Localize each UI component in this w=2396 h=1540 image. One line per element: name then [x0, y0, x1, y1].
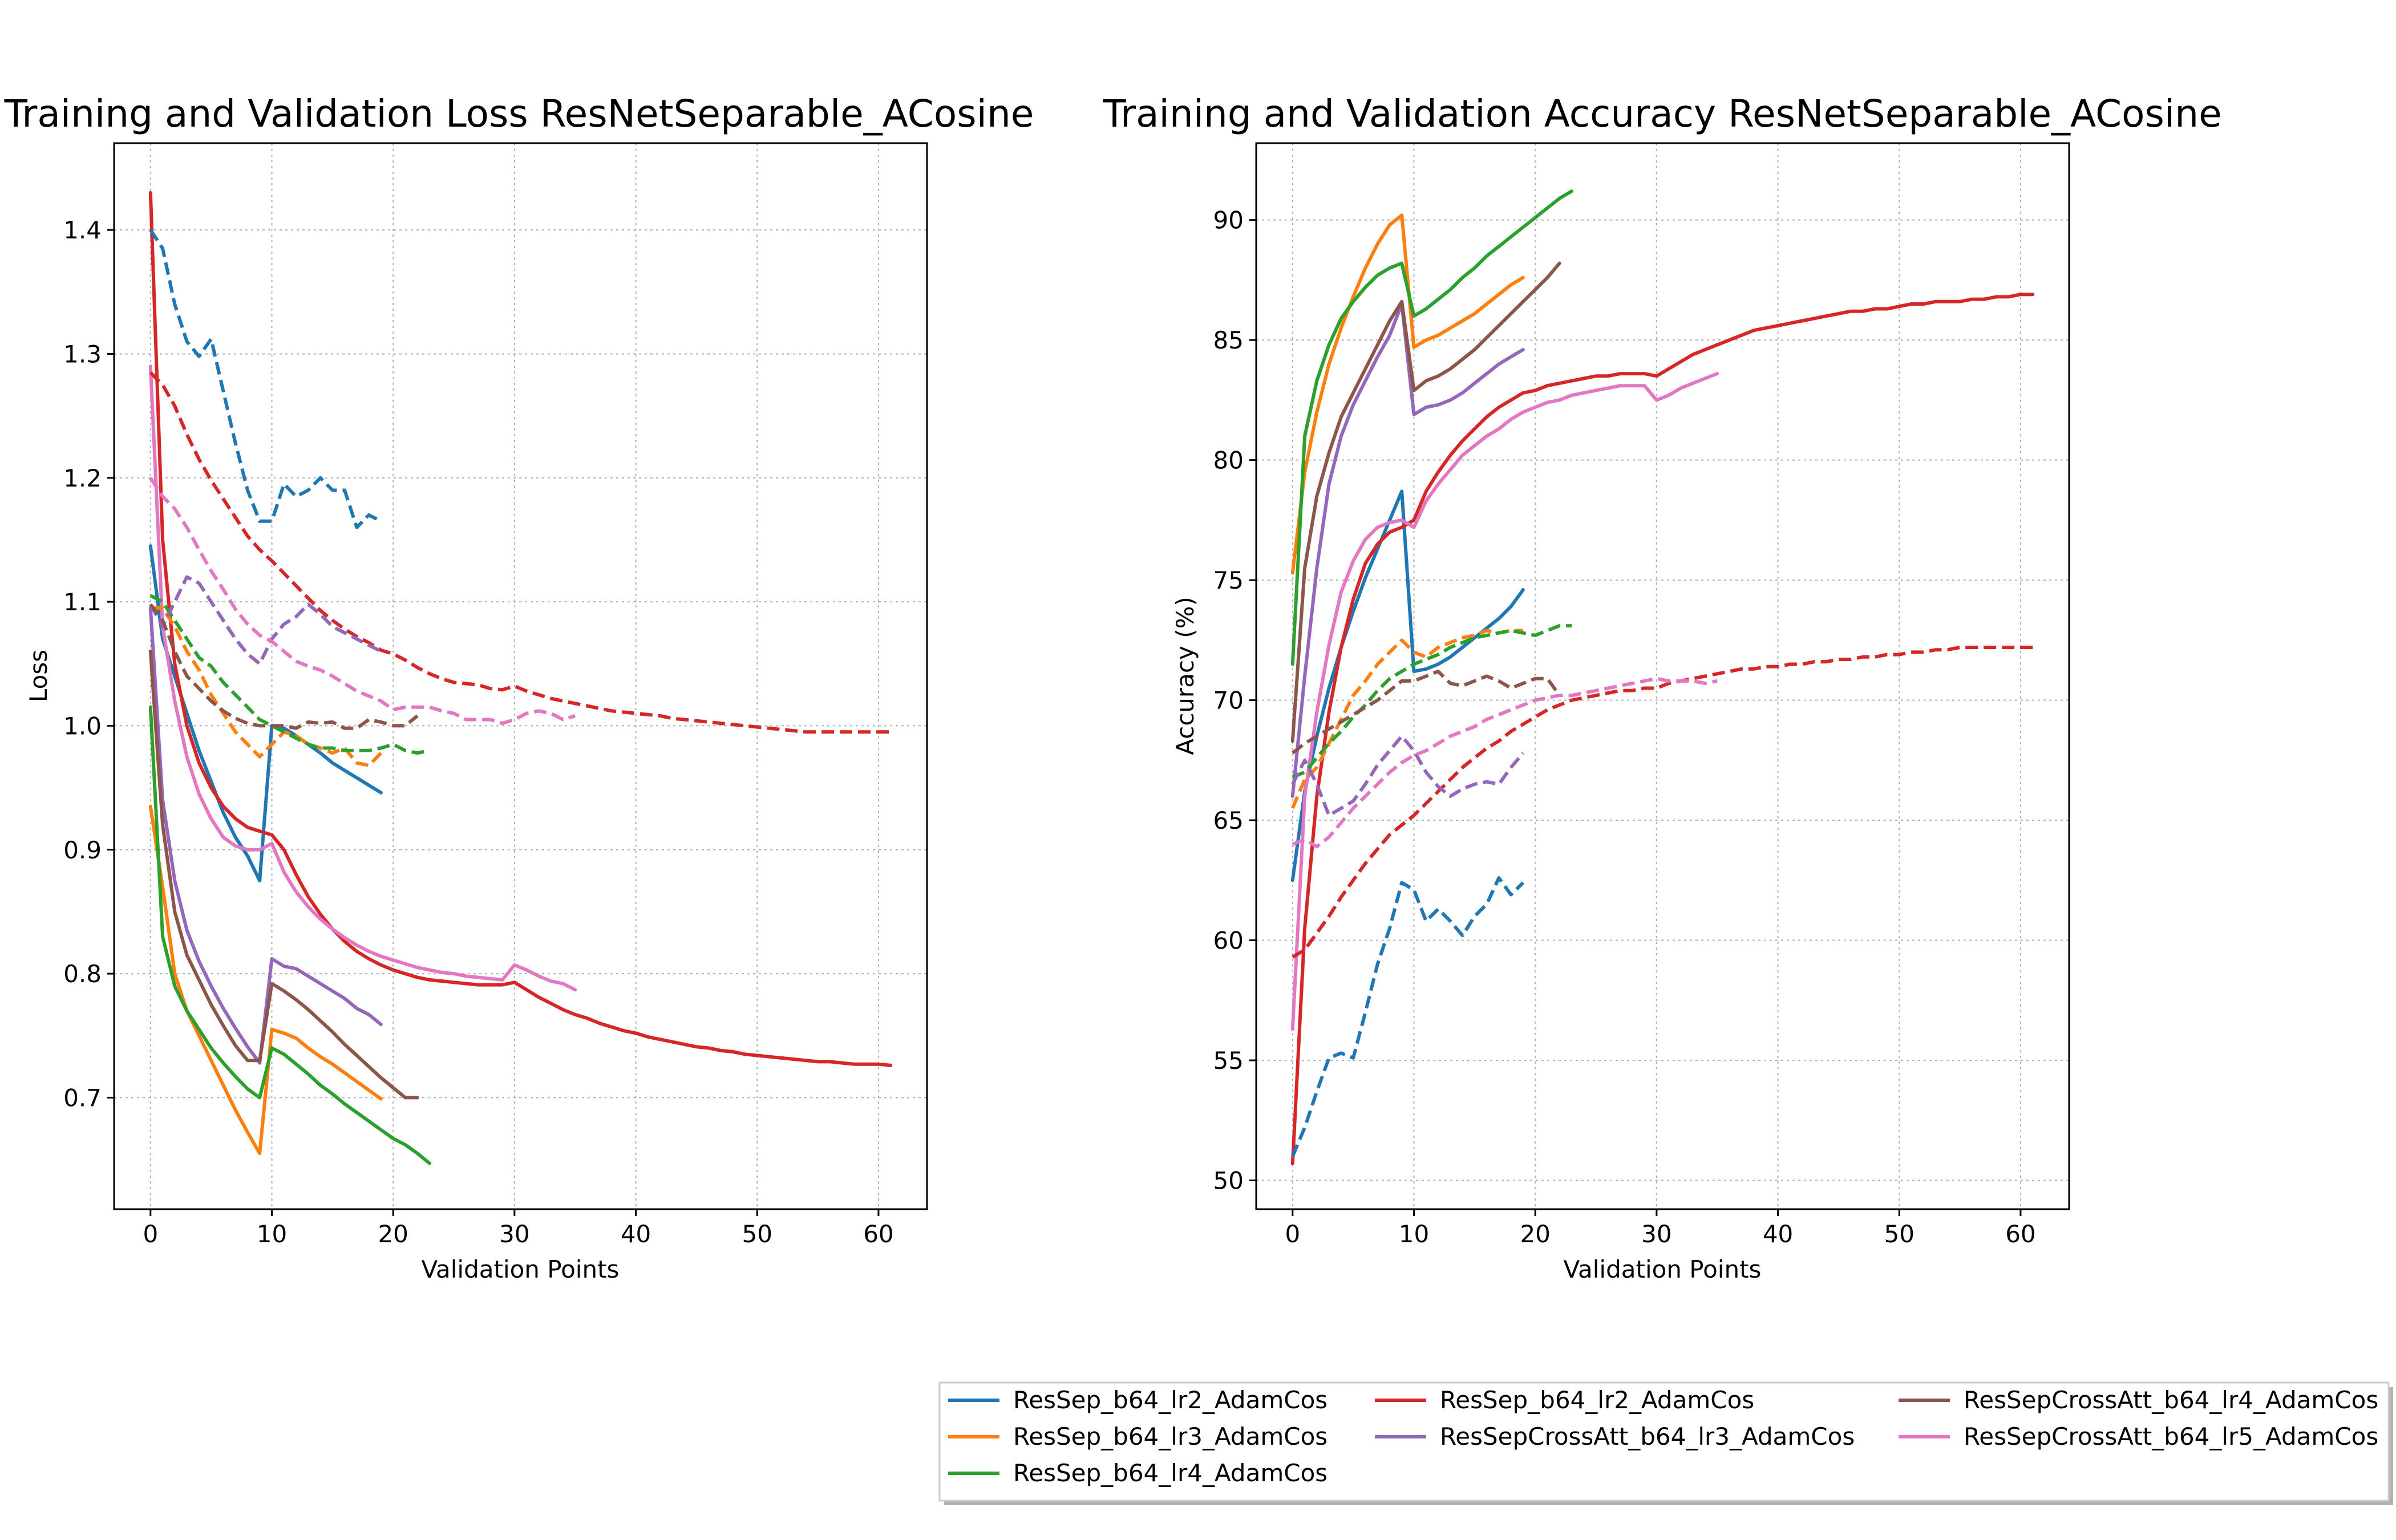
- accuracy-y-tick-label: 50: [1213, 1166, 1244, 1194]
- accuracy-series-validation-line: [1291, 876, 1525, 1157]
- loss-y-axis-label: Loss: [25, 650, 52, 702]
- loss-series-training-line: [148, 606, 383, 1065]
- accuracy-gridlines: [1256, 143, 2069, 1209]
- accuracy-y-tick-label: 75: [1213, 566, 1244, 594]
- accuracy-y-tick-label: 80: [1213, 447, 1244, 475]
- loss-series-training-line: [148, 544, 383, 883]
- loss-series-validation-line: [149, 603, 419, 730]
- loss-series-validation-line: [150, 606, 383, 767]
- loss-chart-title: Training and Validation Loss ResNetSepar…: [4, 92, 1034, 136]
- loss-x-tick-label: 40: [621, 1220, 651, 1248]
- loss-series-validation-line: [149, 594, 430, 755]
- accuracy-ticks: 0 10 20 30 40 50 60 50 55 60 65 70 75 80 85 90: [1213, 206, 2036, 1248]
- accuracy-series-validation-line: [1292, 676, 1718, 849]
- accuracy-x-tick-label: 60: [2005, 1220, 2035, 1248]
- accuracy-x-axis-label: Validation Points: [1564, 1255, 1762, 1283]
- loss-plot-frame: [113, 142, 928, 1210]
- legend: ResSep_b64_lr2_AdamCos ResSep_b64_lr3_Ad…: [938, 1381, 2393, 1505]
- legend-entry: ResSepCrossAtt_b64_lr3_AdamCos: [1375, 1423, 1855, 1450]
- loss-x-tick-label: 10: [257, 1220, 287, 1248]
- loss-series-training-line: [148, 650, 419, 1100]
- accuracy-y-tick-label: 85: [1213, 326, 1244, 354]
- loss-x-tick-label: 50: [742, 1220, 772, 1248]
- legend-label: ResSep_b64_lr2_AdamCos: [1440, 1386, 1754, 1414]
- loss-x-tick-label: 30: [499, 1220, 529, 1248]
- accuracy-series: [1290, 189, 2035, 1165]
- accuracy-series-validation-line: [1292, 646, 2033, 959]
- loss-series: [148, 191, 893, 1165]
- accuracy-y-axis-label: Accuracy (%): [1171, 597, 1199, 755]
- loss-series-validation-line: [149, 371, 891, 734]
- accuracy-x-tick-label: 30: [1641, 1220, 1671, 1248]
- accuracy-x-tick-label: 10: [1399, 1220, 1429, 1248]
- loss-y-tick-label: 1.0: [63, 712, 102, 740]
- legend-entry: ResSep_b64_lr3_AdamCos: [948, 1423, 1327, 1450]
- accuracy-series-training-line: [1290, 261, 1561, 743]
- legend-label: ResSepCrossAtt_b64_lr4_AdamCos: [1964, 1386, 2378, 1414]
- accuracy-y-tick-label: 65: [1213, 807, 1244, 834]
- accuracy-series-training-line: [1290, 302, 1525, 798]
- loss-series-validation-line: [149, 575, 382, 666]
- accuracy-x-tick-label: 40: [1763, 1220, 1793, 1248]
- accuracy-x-tick-label: 0: [1285, 1220, 1300, 1248]
- loss-series-validation-line: [149, 229, 382, 529]
- accuracy-chart-title: Training and Validation Accuracy ResNetS…: [1102, 92, 2221, 136]
- loss-series-training-line: [148, 705, 431, 1165]
- loss-x-tick-label: 0: [143, 1220, 158, 1248]
- legend-label: ResSep_b64_lr4_AdamCos: [1013, 1459, 1327, 1487]
- accuracy-series-validation-line: [1291, 734, 1525, 817]
- accuracy-series-training-line: [1290, 293, 2035, 1165]
- legend-entry: ResSepCrossAtt_b64_lr4_AdamCos: [1899, 1386, 2378, 1414]
- loss-y-tick-label: 1.3: [63, 340, 102, 368]
- accuracy-y-tick-label: 60: [1213, 927, 1244, 955]
- accuracy-x-tick-label: 50: [1884, 1220, 1915, 1248]
- accuracy-x-tick-label: 20: [1520, 1220, 1550, 1248]
- accuracy-y-tick-label: 70: [1213, 687, 1244, 715]
- accuracy-y-tick-label: 55: [1213, 1047, 1244, 1075]
- loss-series-training-line: [148, 191, 893, 1067]
- loss-chart: Training and Validation Loss ResNetSepar…: [4, 92, 1034, 1283]
- loss-x-axis-label: Validation Points: [422, 1255, 620, 1283]
- loss-series-training-line: [148, 364, 577, 992]
- loss-series-validation-line: [149, 477, 576, 726]
- legend-entry: ResSep_b64_lr2_AdamCos: [1375, 1386, 1754, 1414]
- loss-ticks: 0 10 20 30 40 50 60 0.7 0.8 0.9 1.0 1.1 1.2 1.3 1.4: [63, 216, 893, 1248]
- loss-x-tick-label: 20: [378, 1220, 408, 1248]
- loss-y-tick-label: 1.2: [63, 464, 102, 492]
- loss-y-tick-label: 0.8: [63, 960, 102, 988]
- accuracy-plot-frame: [1255, 142, 2070, 1210]
- loss-gridlines: [114, 143, 927, 1209]
- loss-y-tick-label: 1.4: [63, 216, 102, 244]
- loss-x-tick-label: 60: [863, 1220, 893, 1248]
- loss-y-tick-label: 0.7: [63, 1084, 102, 1112]
- accuracy-series-validation-line: [1292, 624, 1572, 779]
- accuracy-y-tick-label: 90: [1213, 206, 1244, 234]
- legend-label: ResSepCrossAtt_b64_lr3_AdamCos: [1440, 1423, 1855, 1450]
- accuracy-series-training-line: [1290, 189, 1573, 666]
- legend-entry: ResSep_b64_lr2_AdamCos: [948, 1386, 1327, 1414]
- accuracy-chart: Training and Validation Accuracy ResNetS…: [1102, 92, 2221, 1283]
- accuracy-series-training-line: [1290, 372, 1719, 1031]
- loss-y-tick-label: 0.9: [63, 836, 102, 864]
- accuracy-series-validation-line: [1291, 670, 1561, 755]
- loss-y-tick-label: 1.1: [63, 588, 102, 616]
- accuracy-series-training-line: [1290, 213, 1525, 575]
- legend-box: [938, 1381, 2390, 1502]
- legend-label: ResSep_b64_lr3_AdamCos: [1013, 1423, 1327, 1450]
- legend-label: ResSep_b64_lr2_AdamCos: [1013, 1386, 1327, 1414]
- legend-entry: ResSepCrossAtt_b64_lr5_AdamCos: [1899, 1423, 2378, 1450]
- legend-entry: ResSep_b64_lr4_AdamCos: [948, 1459, 1327, 1487]
- legend-label: ResSepCrossAtt_b64_lr5_AdamCos: [1964, 1423, 2378, 1450]
